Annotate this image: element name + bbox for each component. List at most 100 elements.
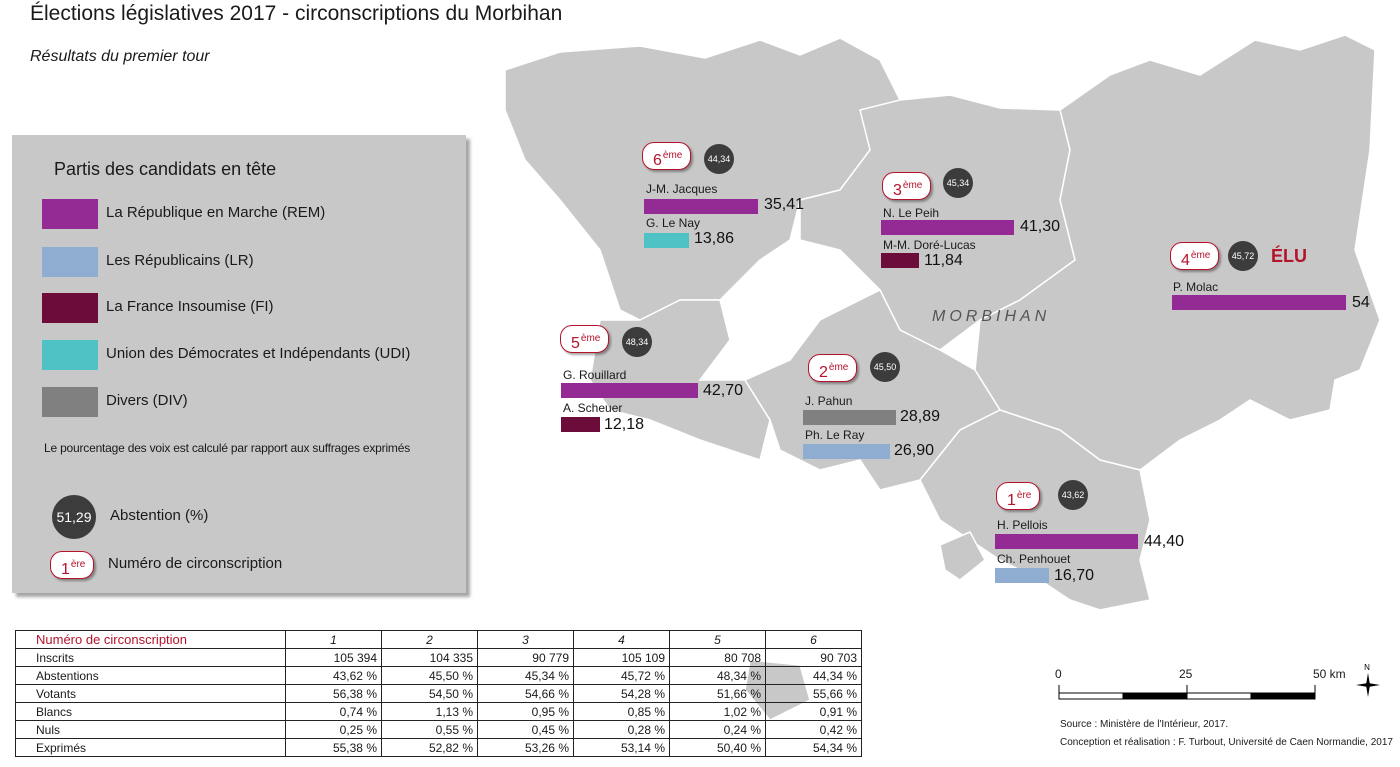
table-cell: 0,42 % [765,720,862,739]
table-cell: 53,26 % [477,738,574,757]
table-cell: 1,02 % [669,702,766,721]
vote-bar [644,233,689,248]
table-col-header: 4 [573,630,670,649]
vote-value: 12,18 [604,416,645,433]
island-shape [939,531,986,581]
district-badge-6: 6ème [642,142,692,170]
table-col-header: 3 [477,630,574,649]
table-row: Exprimés 55,38 % 52,82 % 53,26 % 53,14 % 50,4… [15,738,862,757]
candidate-name: G. Le Nay [646,216,701,230]
abstention-circle-4: 45,72 [1228,241,1258,271]
abstention-circle-3: 45,34 [943,168,973,198]
scale-label: 0 [1055,667,1062,681]
table-cell: 54,28 % [573,684,670,703]
vote-value: 26,90 [894,442,935,459]
table-cell: 0,74 % [285,702,382,721]
legend-swatch [42,293,98,323]
table-cell: 104 335 [381,648,478,667]
table-cell: 90 779 [477,648,574,667]
table-col-header: 2 [381,630,478,649]
legend-label: Divers (DIV) [106,392,188,409]
candidate-name: J-M. Jacques [646,182,718,196]
candidate-name: G. Rouillard [563,368,627,382]
district-6-shape [504,37,901,321]
vote-bar [881,253,920,268]
vote-value: 44,40 [1144,533,1185,550]
table-cell: 1,13 % [381,702,478,721]
abstention-circle-1: 43,62 [1058,480,1088,510]
candidate-name: N. Le Peih [883,206,940,220]
table-cell: 0,95 % [477,702,574,721]
table-col-header: 5 [669,630,766,649]
district-badge-example: 1ère [50,551,95,579]
legend-label: La République en Marche (REM) [106,204,326,221]
table-cell: 105 109 [573,648,670,667]
candidate-name: M-M. Doré-Lucas [883,238,976,252]
scale-bar: 0 25 50 km N [1055,663,1385,707]
vote-value: 13,86 [694,230,735,247]
legend-title: Partis des candidats en tête [54,159,277,179]
legend-panel: Partis des candidats en tête La Républiq… [12,135,466,593]
table-cell: 55,38 % [285,738,382,757]
table-cell: 52,82 % [381,738,478,757]
table-col-header: 6 [765,630,862,649]
table-cell: 50,40 % [669,738,766,757]
map-title: Élections législatives 2017 - circonscri… [30,2,563,25]
source-text: Source : Ministère de l'Intérieur, 2017. [1060,719,1229,730]
compass-icon: N [1356,663,1380,697]
vote-value: 54 [1352,294,1370,311]
vote-value: 16,70 [1054,567,1095,584]
table-cell: 105 394 [285,648,382,667]
district-badge-3: 3ème [882,172,932,200]
abstention-circle-example: 51,29 [52,495,96,539]
table-cell: 54,66 % [477,684,574,703]
candidate-name: Ch. Penhouet [997,552,1071,566]
table-col-header: 1 [285,630,382,649]
scale-label: 50 km [1313,667,1346,681]
table-row: Inscrits 105 394 104 335 90 779 105 109 80 70… [15,648,862,667]
map-subtitle: Résultats du premier tour [30,48,210,65]
table-row-label: Inscrits [15,648,286,667]
table-cell: 0,55 % [381,720,478,739]
vote-bar [561,417,601,432]
vote-value: 11,84 [924,252,963,269]
table-cell: 0,24 % [669,720,766,739]
scale-graphic [1058,685,1316,700]
table-cell: 55,66 % [765,684,862,703]
table-row: Blancs 0,74 % 1,13 % 0,95 % 0,85 % 1,02 % 0,91… [15,702,862,721]
table-cell: 43,62 % [285,666,382,685]
credit-text: Conception et réalisation : F. Turbout, … [1060,737,1393,748]
vote-bar [995,568,1049,583]
table-cell: 48,34 % [669,666,766,685]
legend-label: Union des Démocrates et Indépendants (UD… [106,345,411,362]
vote-bar [561,383,699,398]
scale-label: 25 [1179,667,1193,681]
abstention-circle-2: 45,50 [870,352,900,382]
table-row-label: Nuls [15,720,286,739]
vote-bar [803,410,897,425]
candidate-name: J. Pahun [805,394,853,408]
department-label: MORBIHAN [932,308,1051,325]
results-table: Numéro de circonscription 1 2 3 4 5 6 In… [15,630,862,757]
vote-bar [995,534,1138,549]
district-1-shape [919,409,1151,611]
table-row: Votants 56,38 % 54,50 % 54,66 % 54,28 % 51,66… [15,684,862,703]
table-cell: 56,38 % [285,684,382,703]
table-row-label: Blancs [15,702,286,721]
candidate-name: P. Molac [1173,280,1219,294]
legend-swatch [42,387,98,417]
district-badge-4: 4ème [1170,242,1220,270]
table-cell: 54,34 % [765,738,862,757]
candidate-name: Ph. Le Ray [805,428,865,442]
legend-label: La France Insoumise (FI) [106,298,274,315]
table-row-label: Abstentions [15,666,286,685]
table-cell: 90 703 [765,648,862,667]
table-cell: 0,25 % [285,720,382,739]
district-badge-1: 1ère [996,482,1041,510]
table-cell: 80 708 [669,648,766,667]
table-row: Abstentions 43,62 % 45,50 % 45,34 % 45,72 % 4… [15,666,862,685]
table-row-label: Exprimés [15,738,286,757]
table-cell: 0,91 % [765,702,862,721]
vote-bar [1172,295,1346,310]
table-cell: 44,34 % [765,666,862,685]
